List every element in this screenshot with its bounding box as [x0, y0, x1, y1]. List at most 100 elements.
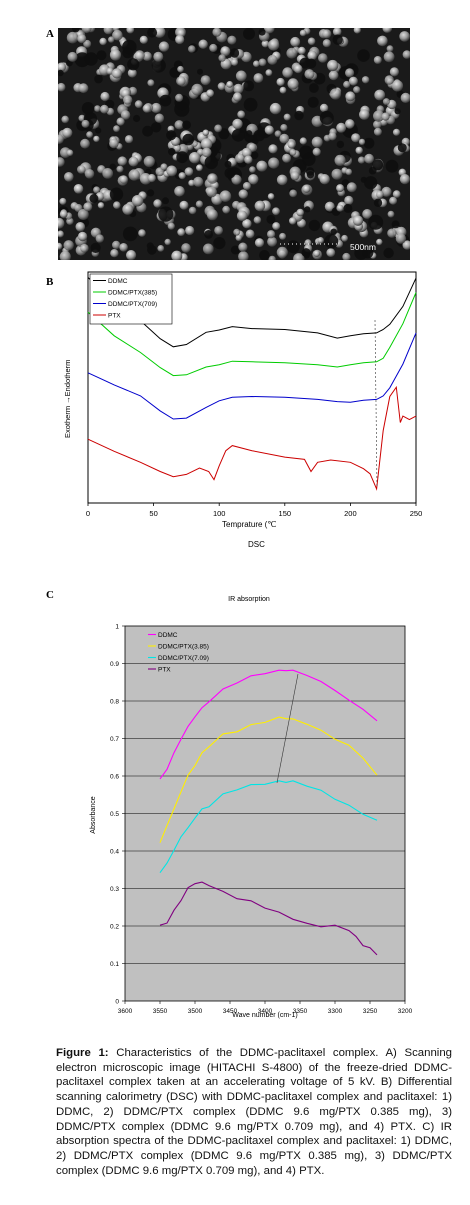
dsc-x-tick-label: 0 [86, 509, 90, 518]
sem-particle [75, 222, 86, 232]
dsc-series-line-1 [87, 277, 417, 348]
scale-bar: 500nm [280, 242, 376, 252]
sem-particle [97, 202, 105, 209]
sem-particle [83, 39, 92, 48]
ir-legend-label: DDMC/PTX(3.85) [158, 644, 209, 651]
sem-particle [353, 86, 361, 94]
sem-particle [345, 168, 353, 176]
sem-pore [258, 28, 266, 36]
sem-particle [222, 205, 231, 214]
sem-particle [241, 147, 252, 158]
caption-text: Characteristics of the DDMC-paclitaxel c… [56, 1047, 452, 1177]
sem-pore [301, 248, 311, 258]
sem-particle [198, 39, 208, 49]
sem-particle [357, 156, 366, 164]
sem-particle [346, 182, 357, 193]
sem-particle [191, 83, 203, 96]
sem-particle [66, 149, 74, 157]
sem-particle [248, 174, 259, 185]
sem-particle [331, 168, 343, 180]
sem-particle [174, 186, 185, 197]
sem-particle [177, 65, 184, 73]
sem-particle [78, 83, 89, 94]
sem-particle [267, 236, 278, 247]
sem-particle [181, 243, 191, 253]
sem-particle [179, 200, 189, 210]
sem-particle [61, 115, 69, 124]
sem-particle [355, 146, 363, 155]
sem-particle [142, 104, 152, 113]
sem-particle [73, 184, 84, 194]
sem-particle [66, 31, 79, 44]
ir-y-tick-label: 0 [115, 999, 119, 1006]
sem-pore [332, 34, 343, 45]
sem-particle [274, 130, 282, 138]
sem-pore [89, 194, 99, 203]
ir-legend: DDMC DDMC/PTX(3.85) DDMC/PTX(7.09) PTX [148, 632, 209, 674]
sem-pore [394, 108, 401, 115]
sem-particle [402, 50, 410, 59]
dsc-legend-label: PTX [108, 313, 121, 320]
ir-series-line-2 [159, 716, 378, 843]
sem-pore [231, 128, 245, 142]
sem-particle [189, 152, 201, 164]
sem-particle [245, 229, 255, 239]
sem-pore [363, 137, 375, 149]
sem-particle [206, 209, 218, 221]
sem-pore [182, 120, 191, 130]
sem-particle [276, 174, 288, 186]
sem-particle [184, 167, 194, 176]
sem-particle [359, 109, 370, 120]
sem-particle [100, 104, 109, 114]
sem-pore [336, 140, 345, 149]
sem-particle [399, 31, 410, 42]
sem-particle [58, 242, 63, 250]
sem-particle [254, 238, 265, 248]
sem-particle [381, 186, 392, 197]
sem-particle [81, 28, 92, 34]
sem-particle [80, 138, 90, 149]
sem-particle [242, 219, 252, 229]
dsc-x-axis: 0 50 100 150 200 250 [86, 503, 422, 518]
ir-axes: 0 0.1 0.2 0.3 0.4 0.5 0.6 0.7 0.8 0.9 1 3600 3550 350… [110, 624, 413, 1016]
sem-pore [127, 58, 140, 71]
sem-particle [312, 147, 321, 156]
sem-particle [381, 112, 390, 121]
sem-pore [229, 48, 240, 58]
sem-particle [59, 251, 71, 260]
sem-particle [280, 124, 288, 132]
dsc-series-line-3 [87, 332, 417, 420]
sem-particle [290, 36, 301, 47]
sem-particle [151, 102, 162, 114]
sem-particle [344, 195, 354, 205]
sem-particle [324, 201, 335, 212]
sem-particle [230, 58, 239, 66]
sem-particle [231, 174, 242, 185]
sem-particle [253, 216, 262, 224]
sem-particle [299, 137, 307, 145]
sem-particle [311, 136, 323, 148]
sem-particle [143, 155, 155, 168]
sem-particle [233, 228, 241, 236]
sem-pore [357, 49, 370, 62]
ir-y-tick-label: 0.5 [110, 811, 119, 818]
sem-pore [224, 160, 232, 168]
ir-y-tick-label: 0.8 [110, 699, 119, 706]
sem-particle [119, 243, 128, 252]
sem-particle [77, 209, 89, 220]
sem-particle [112, 29, 123, 41]
sem-particle [256, 160, 268, 172]
panel-letter-c: C [46, 589, 54, 601]
sem-pore [364, 176, 378, 190]
ir-legend-label: DDMC/PTX(7.09) [158, 655, 209, 662]
sem-particle [389, 67, 399, 77]
sem-particle [373, 120, 382, 129]
sem-particle [220, 46, 231, 57]
sem-particle [402, 240, 410, 250]
sem-particle [59, 210, 68, 219]
ir-x-tick-label: 3550 [153, 1008, 168, 1015]
sem-particle [142, 51, 152, 61]
sem-particle [153, 51, 164, 62]
ir-x-tick-label: 3250 [363, 1008, 378, 1015]
ir-series-line-4 [159, 881, 378, 956]
